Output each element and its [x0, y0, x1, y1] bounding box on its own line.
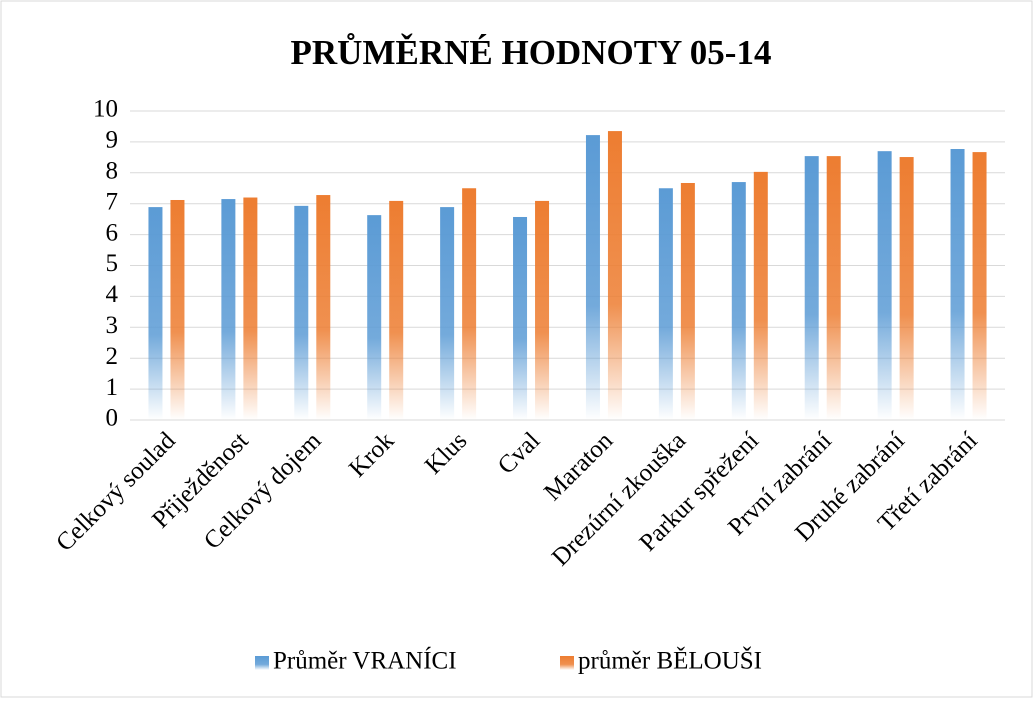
bar — [513, 216, 528, 420]
bar — [462, 188, 477, 420]
legend-swatch — [255, 656, 269, 670]
bar — [440, 207, 455, 420]
y-tick-label: 10 — [93, 96, 118, 123]
bar — [535, 200, 550, 420]
bar — [316, 195, 331, 420]
y-tick-label: 4 — [106, 281, 119, 308]
y-tick-label: 0 — [106, 405, 119, 432]
y-tick-label: 7 — [106, 188, 119, 215]
y-tick-label: 1 — [106, 374, 119, 401]
bar — [826, 156, 841, 420]
y-tick-label: 8 — [106, 158, 119, 185]
bar — [148, 207, 163, 420]
legend-label: průměr BĚLOUŠI — [578, 646, 762, 675]
bar — [972, 152, 987, 421]
bar — [294, 205, 309, 420]
bar — [658, 188, 673, 420]
y-tick-label: 3 — [106, 312, 119, 339]
bar — [753, 171, 768, 420]
y-tick-label: 2 — [106, 343, 119, 370]
bar — [607, 131, 622, 420]
chart-title: PRŮMĚRNÉ HODNOTY 05-14 — [291, 32, 772, 72]
bar — [680, 182, 695, 420]
legend-swatch — [560, 656, 574, 670]
bar — [170, 199, 185, 420]
y-tick-label: 5 — [106, 250, 119, 277]
bar — [950, 149, 965, 420]
bar — [367, 215, 382, 420]
bar — [389, 200, 404, 420]
y-tick-label: 9 — [106, 127, 119, 154]
bar — [877, 151, 892, 421]
bar — [585, 135, 600, 421]
bar — [221, 199, 236, 420]
bar — [731, 182, 746, 420]
bar — [899, 157, 914, 420]
y-tick-label: 6 — [106, 219, 119, 246]
legend-label: Průměr VRANÍCI — [273, 647, 457, 675]
bar — [243, 197, 258, 420]
bar — [804, 156, 819, 420]
